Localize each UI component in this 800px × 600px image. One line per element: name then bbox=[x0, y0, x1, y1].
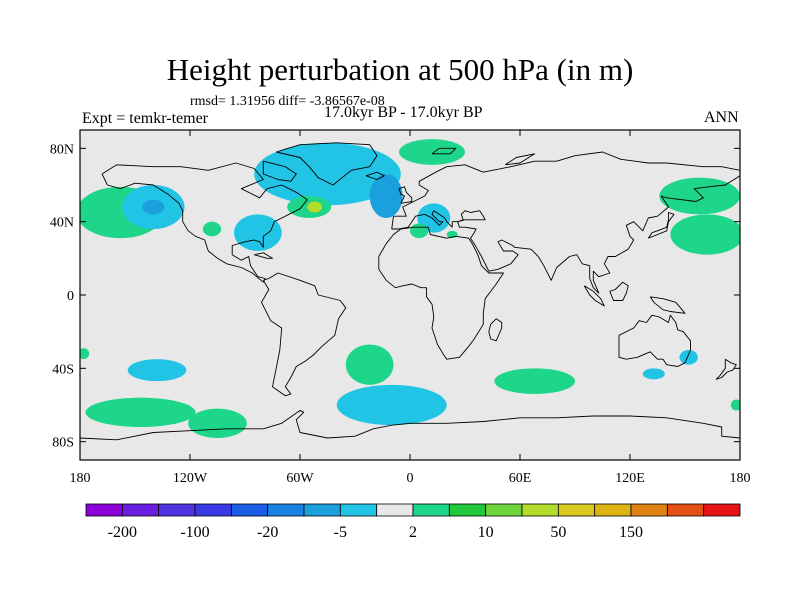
anomaly-region-20 bbox=[336, 384, 447, 426]
anomaly-region-13 bbox=[659, 177, 740, 215]
coastline-greenland bbox=[276, 142, 378, 186]
season-label: ANN bbox=[704, 109, 739, 126]
anomaly-region-17 bbox=[85, 397, 196, 428]
coastline-great-britain bbox=[398, 186, 413, 204]
lon-tick-label: 180 bbox=[70, 471, 91, 486]
coastline-japan bbox=[647, 212, 675, 239]
colorbar-box-2 bbox=[158, 503, 196, 517]
colorbar-box-11 bbox=[485, 503, 523, 517]
anomaly-region-14 bbox=[670, 214, 740, 255]
latitude-axis: 80N 40N 0 40S 80S bbox=[50, 142, 740, 451]
colorbar-box-5 bbox=[267, 503, 305, 517]
lat-tick-label: 80S bbox=[52, 436, 74, 451]
colorbar-box-13 bbox=[557, 503, 596, 517]
anomaly-region-8 bbox=[307, 201, 322, 213]
colorbar-box-12 bbox=[521, 503, 559, 517]
colorbar-label: 50 bbox=[550, 524, 566, 541]
anomaly-region-2 bbox=[142, 199, 165, 215]
coastline-new-guinea bbox=[649, 296, 686, 314]
colorbar-label: -100 bbox=[180, 524, 209, 541]
lat-tick-label: 40S bbox=[52, 362, 74, 377]
longitude-axis: 180 120W 60W 0 60E 120E 180 bbox=[70, 130, 751, 486]
coastline-baffin bbox=[262, 160, 297, 182]
anomaly-region-19 bbox=[345, 344, 394, 385]
colorbar: -200 -100 -20 -5 2 10 50 150 bbox=[85, 503, 741, 541]
coastline-iceland bbox=[365, 171, 385, 180]
anomaly-region-24 bbox=[730, 399, 740, 411]
coastline-madagascar bbox=[488, 318, 503, 342]
colorbar-label: -5 bbox=[334, 524, 347, 541]
coastline-south-america bbox=[261, 272, 347, 397]
rmsd-diff-stats: rmsd= 1.31956 diff= -3.86567e-08 bbox=[190, 94, 385, 109]
colorbar-box-0 bbox=[85, 503, 123, 517]
colorbar-label: -20 bbox=[257, 524, 278, 541]
colorbar-box-10 bbox=[448, 503, 487, 517]
coastline-svalbard bbox=[431, 147, 457, 155]
lon-tick-label: 180 bbox=[730, 471, 751, 486]
lat-tick-label: 40N bbox=[50, 216, 74, 231]
lon-tick-label: 120E bbox=[615, 471, 645, 486]
anomaly-region-6 bbox=[369, 174, 403, 218]
coastline-sumatra bbox=[583, 285, 605, 307]
colorbar-box-9 bbox=[412, 503, 450, 517]
anomaly-region-18 bbox=[188, 408, 247, 439]
lon-tick-label: 120W bbox=[173, 471, 208, 486]
anomaly-region-4 bbox=[234, 214, 282, 252]
anomaly-region-15 bbox=[80, 348, 90, 360]
colorbar-label: -200 bbox=[108, 524, 137, 541]
colorbar-box-1 bbox=[121, 503, 160, 517]
anomaly-region-3 bbox=[202, 221, 222, 237]
lon-tick-label: 60W bbox=[286, 471, 314, 486]
anomaly-region-10 bbox=[417, 203, 451, 233]
colorbar-box-16 bbox=[666, 503, 705, 517]
colorbar-label: 2 bbox=[409, 524, 417, 541]
lon-tick-label: 0 bbox=[407, 471, 414, 486]
experiment-label: Expt = temkr-temer bbox=[82, 110, 208, 127]
lat-tick-label: 0 bbox=[67, 289, 74, 304]
anomaly-region-16 bbox=[127, 359, 187, 382]
coastline-antarctica bbox=[80, 410, 740, 441]
anomaly-region-21 bbox=[494, 368, 575, 394]
colorbar-box-8 bbox=[376, 503, 414, 517]
lat-tick-label: 80N bbox=[50, 142, 74, 157]
coastline-borneo bbox=[609, 281, 629, 301]
colorbar-box-14 bbox=[594, 503, 632, 517]
anomaly-region-23 bbox=[679, 350, 698, 365]
period-label: 17.0kyr BP - 17.0kyr BP bbox=[324, 104, 483, 121]
colorbar-box-4 bbox=[230, 503, 269, 517]
map-title: Height perturbation at 500 hPa (in m) bbox=[166, 52, 634, 87]
colorbar-label: 150 bbox=[619, 524, 643, 541]
colorbar-label: 10 bbox=[478, 524, 494, 541]
coastline-eurasia bbox=[391, 151, 740, 294]
anomaly-region-9 bbox=[399, 139, 465, 165]
coastline-africa bbox=[378, 226, 504, 360]
anomaly-contours bbox=[80, 139, 740, 439]
colorbar-box-6 bbox=[303, 503, 341, 517]
coastline-novaya-zemlya bbox=[505, 153, 536, 166]
coastline-new-zealand bbox=[715, 358, 737, 380]
coastline-australia bbox=[618, 314, 691, 367]
colorbar-box-3 bbox=[194, 503, 232, 517]
coastline-north-america bbox=[101, 162, 308, 283]
anomaly-region-11 bbox=[410, 223, 429, 239]
lon-tick-label: 60E bbox=[509, 471, 532, 486]
anomaly-region-22 bbox=[642, 368, 665, 380]
colorbar-box-7 bbox=[339, 503, 378, 517]
colorbar-box-17 bbox=[703, 503, 741, 517]
coastlines bbox=[80, 142, 740, 441]
coastline-cuba bbox=[254, 252, 273, 259]
colorbar-box-15 bbox=[630, 503, 668, 517]
